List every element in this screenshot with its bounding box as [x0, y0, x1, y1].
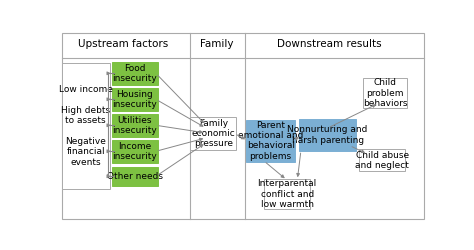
Text: Family
economic
pressure: Family economic pressure	[191, 118, 235, 148]
Text: Income
insecurity: Income insecurity	[112, 142, 157, 161]
FancyBboxPatch shape	[112, 167, 158, 186]
Text: Upstream factors: Upstream factors	[78, 40, 169, 50]
Text: Low income

High debts
to assets

Negative
financial
events: Low income High debts to assets Negative…	[59, 85, 113, 167]
FancyBboxPatch shape	[363, 78, 407, 108]
FancyBboxPatch shape	[191, 116, 237, 150]
Text: Nonnurturing and
harsh parenting: Nonnurturing and harsh parenting	[287, 125, 368, 144]
Text: Downstream results: Downstream results	[277, 40, 382, 50]
Text: Child abuse
and neglect: Child abuse and neglect	[356, 151, 409, 170]
Text: Family: Family	[201, 40, 234, 50]
FancyBboxPatch shape	[246, 120, 295, 162]
FancyBboxPatch shape	[112, 114, 158, 137]
FancyBboxPatch shape	[264, 179, 310, 209]
Text: Interparental
conflict and
low warmth: Interparental conflict and low warmth	[257, 179, 317, 209]
FancyBboxPatch shape	[112, 140, 158, 163]
FancyBboxPatch shape	[112, 88, 158, 111]
FancyBboxPatch shape	[299, 118, 356, 151]
Text: Utilities
insecurity: Utilities insecurity	[112, 116, 157, 135]
Text: Housing
insecurity: Housing insecurity	[112, 90, 157, 109]
FancyBboxPatch shape	[359, 149, 405, 172]
FancyBboxPatch shape	[62, 63, 109, 189]
Text: Food
insecurity: Food insecurity	[112, 64, 157, 83]
FancyBboxPatch shape	[112, 62, 158, 85]
Text: Parent
emotional and
behavioral
problems: Parent emotional and behavioral problems	[238, 120, 303, 161]
Text: Child
problem
behaviors: Child problem behaviors	[363, 78, 407, 108]
Text: Other needs: Other needs	[107, 172, 163, 181]
